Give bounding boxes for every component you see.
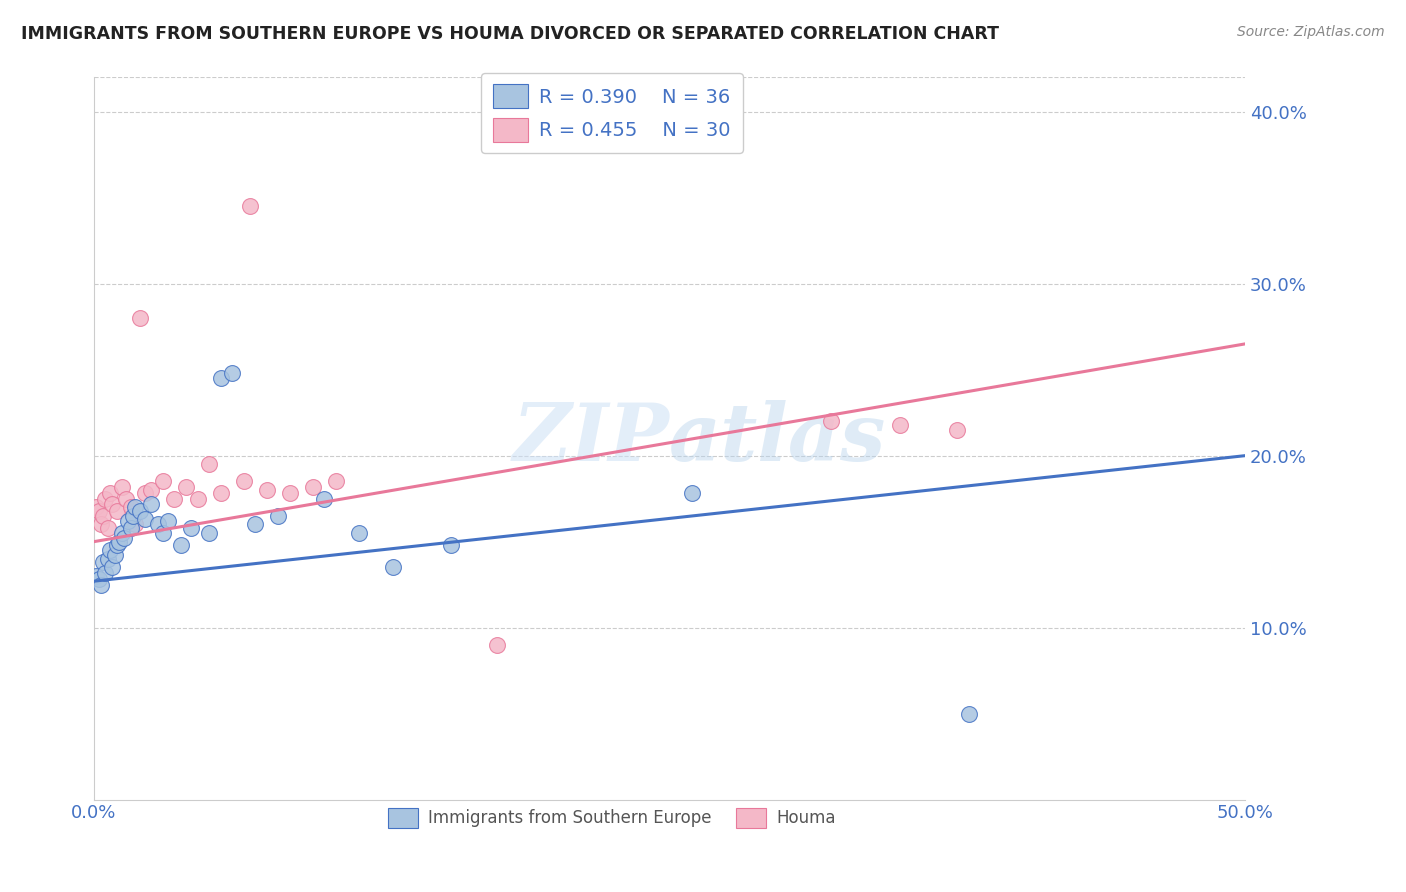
Point [325,475,347,489]
Text: atlas: atlas [669,400,887,477]
Point [180,521,202,535]
Point [105,538,128,552]
Point [120,500,142,515]
Point [232,475,254,489]
Point [221,366,243,380]
Point [115,491,138,506]
Point [110,480,132,494]
Point [198,526,221,541]
Point [198,457,221,471]
Point [267,508,290,523]
Point [87,573,110,587]
Point [91,555,114,569]
Point [97,521,120,535]
Point [681,486,703,500]
Point [174,480,197,494]
Point [243,517,266,532]
Point [122,508,145,523]
Point [129,311,152,326]
Point [117,514,139,528]
Point [98,486,121,500]
Point [112,531,135,545]
Point [946,423,969,437]
Point [84,500,107,515]
Point [347,526,370,541]
Point [90,577,112,591]
Text: ZIP: ZIP [513,400,669,477]
Point [84,569,107,583]
Point [94,491,117,506]
Point [110,526,132,541]
Point [170,538,193,552]
Point [134,486,156,500]
Text: Source: ZipAtlas.com: Source: ZipAtlas.com [1237,25,1385,39]
Point [148,517,170,532]
Point [101,560,124,574]
Point [278,486,301,500]
Point [87,504,110,518]
Point [124,517,146,532]
Point [314,491,336,506]
Point [90,517,112,532]
Point [156,514,179,528]
Point [440,538,463,552]
Point [152,526,174,541]
Point [141,483,163,497]
Point [209,371,232,385]
Point [485,638,508,652]
Point [97,551,120,566]
Point [94,566,117,580]
Point [239,199,262,213]
Point [256,483,278,497]
Point [209,486,232,500]
Point [889,417,911,432]
Point [957,706,980,721]
Point [98,543,121,558]
Point [301,480,323,494]
Text: IMMIGRANTS FROM SOUTHERN EUROPE VS HOUMA DIVORCED OR SEPARATED CORRELATION CHART: IMMIGRANTS FROM SOUTHERN EUROPE VS HOUMA… [21,25,1000,43]
Point [820,414,842,428]
Point [163,491,186,506]
Point [120,521,142,535]
Point [101,497,124,511]
Point [382,560,405,574]
Point [104,549,127,563]
Point [91,508,114,523]
Point [134,512,156,526]
Point [108,534,131,549]
Point [186,491,208,506]
Point [152,475,174,489]
Point [129,504,152,518]
Point [105,504,128,518]
Point [124,500,146,515]
Legend: Immigrants from Southern Europe, Houma: Immigrants from Southern Europe, Houma [381,801,842,835]
Point [141,497,163,511]
